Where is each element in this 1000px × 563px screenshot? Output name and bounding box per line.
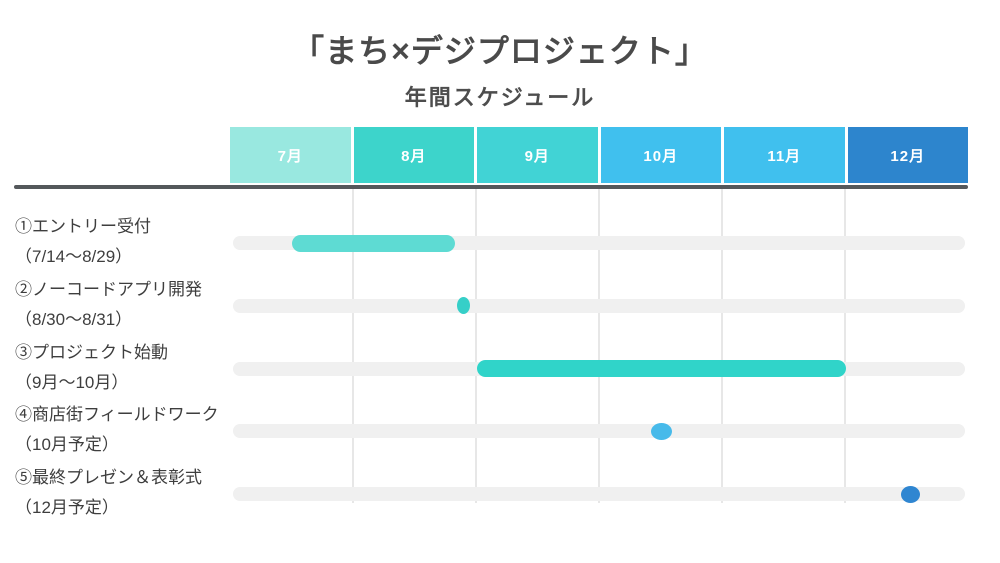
task-track bbox=[233, 298, 965, 313]
month-header: 7月 8月 9月 10月 11月 12月 bbox=[230, 127, 968, 183]
month-gridline bbox=[844, 189, 846, 503]
task-name: ①エントリー受付 bbox=[15, 217, 151, 236]
month-cell: 11月 bbox=[724, 127, 845, 183]
task-track bbox=[233, 424, 965, 439]
task-name: ③プロジェクト始動 bbox=[15, 342, 168, 362]
task-dates: （8/30〜8/31） bbox=[15, 309, 133, 329]
task-dates: （9月〜10月） bbox=[15, 372, 129, 392]
month-cell: 10月 bbox=[600, 127, 721, 183]
task-label: ③プロジェクト始動 （9月〜10月） bbox=[15, 338, 168, 398]
month-cell: 7月 bbox=[230, 127, 351, 183]
header-underline bbox=[14, 185, 968, 189]
page-title: 「まち×デジプロジェクト」 bbox=[292, 33, 708, 69]
task-bar bbox=[291, 234, 456, 252]
month-cell: 8月 bbox=[353, 127, 474, 183]
task-label: ②ノーコードアプリ開発 （8/30〜8/31） bbox=[15, 275, 202, 335]
month-gridline bbox=[352, 189, 354, 503]
task-dot bbox=[900, 485, 920, 503]
task-track bbox=[233, 487, 965, 502]
month-cell: 12月 bbox=[847, 127, 968, 183]
month-cell: 9月 bbox=[477, 127, 598, 183]
page-subtitle: 年間スケジュール bbox=[404, 85, 596, 110]
task-dates: （7/14〜8/29） bbox=[15, 247, 133, 266]
task-name: ⑤最終プレゼン＆表彰式 bbox=[15, 468, 202, 488]
task-dot bbox=[457, 297, 471, 315]
task-dates: （10月予定） bbox=[15, 435, 119, 455]
task-name: ②ノーコードアプリ開発 bbox=[15, 279, 202, 299]
task-name: ④商店街フィールドワーク bbox=[15, 405, 219, 425]
task-label: ⑤最終プレゼン＆表彰式 （12月予定） bbox=[15, 463, 202, 523]
task-dot bbox=[651, 422, 673, 440]
task-label: ④商店街フィールドワーク （10月予定） bbox=[15, 400, 219, 460]
month-gridline bbox=[721, 189, 723, 503]
month-gridline bbox=[598, 189, 600, 503]
task-dates: （12月予定） bbox=[15, 498, 119, 518]
month-gridline bbox=[475, 189, 477, 503]
task-label: ①エントリー受付 （7/14〜8/29） bbox=[15, 212, 151, 272]
task-bar bbox=[477, 360, 847, 378]
